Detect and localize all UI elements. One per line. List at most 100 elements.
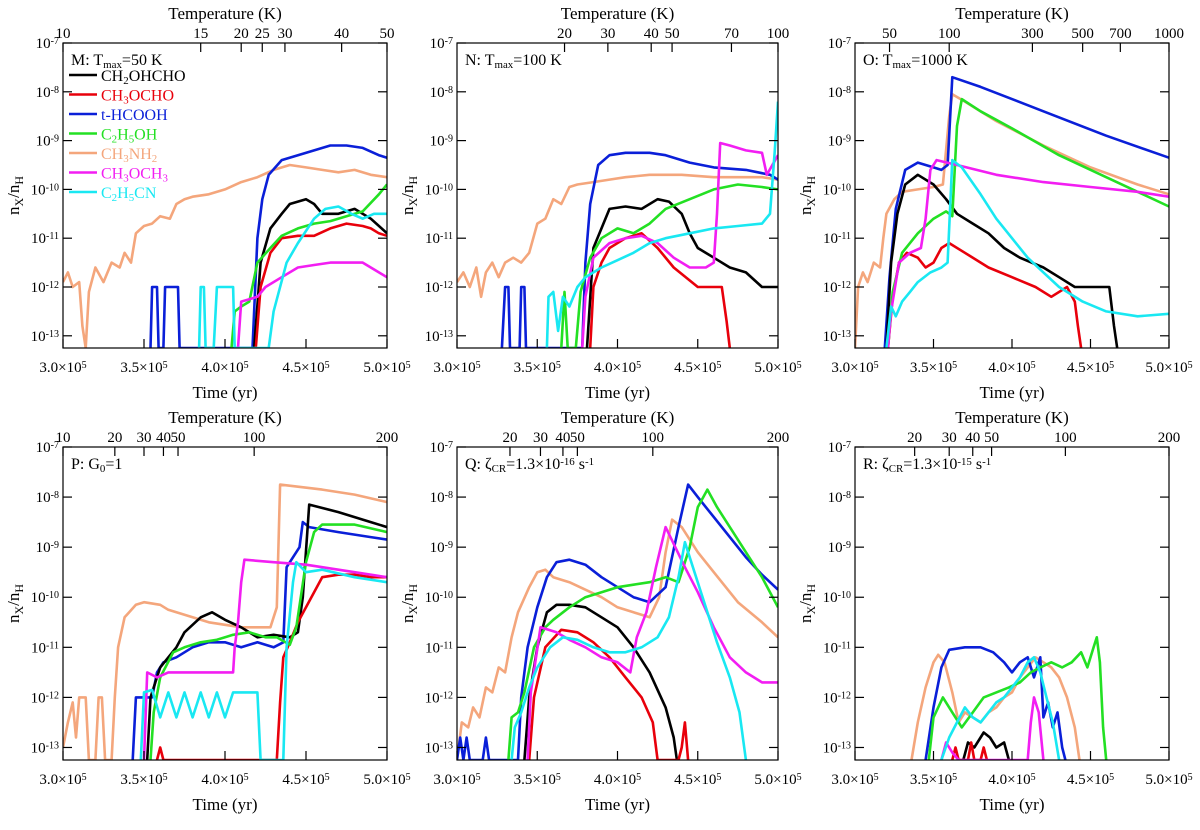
temp-tick-label: 10 [56, 430, 71, 446]
time-axis-title: Time (yr) [585, 795, 650, 814]
abundance-axis-title: nX/nH [398, 584, 420, 623]
legend-entry-part: 3 [123, 95, 129, 107]
panel-label-part: -1 [982, 456, 991, 468]
panel-label-part: N: T [465, 52, 495, 69]
legend-entry: CH3OCHO [101, 88, 174, 107]
panel-n: 3.0×105 3.5×105 4.0×105 4.5×105 5.0×105 10-13… [398, 4, 802, 402]
time-axis-title: Time (yr) [192, 795, 257, 814]
x-tick-label: 3.5×105 [120, 772, 167, 788]
panel-label-part: =1 [105, 456, 122, 473]
panel-label-part: =100 K [513, 52, 562, 69]
legend-entry-part: CH [101, 166, 124, 183]
panel-q: 3.0×105 3.5×105 4.0×105 4.5×105 5.0×105 10-13… [398, 408, 802, 814]
x-tick-label: 3.0×105 [39, 772, 86, 788]
temperature-axis-title: Temperature (K) [561, 4, 675, 23]
panel-label: Q: ζCR=1.3×10-16 s-1 [465, 456, 594, 476]
x-tick-label: 3.5×105 [910, 772, 957, 788]
y-tick-label: 10-11 [823, 231, 851, 247]
legend-entry: t-HCOOH [101, 107, 168, 124]
panel-label-part: =50 K [122, 52, 163, 69]
x-tick-label: 4.5×105 [282, 772, 329, 788]
series-ch3och3 [142, 558, 387, 760]
legend-entry-part: 3 [162, 173, 168, 185]
temp-tick-label: 300 [1021, 26, 1044, 42]
series-ch3ocho [155, 573, 387, 760]
series-ch3och3 [940, 696, 1045, 760]
temp-tick-label: 30 [600, 26, 615, 42]
panel-label: M: Tmax=50 K [71, 52, 163, 71]
x-tick-label: 3.0×105 [433, 772, 480, 788]
series-ch2ohcho [145, 503, 387, 760]
panel-label-part: -1 [585, 456, 594, 468]
x-tick-label: 5.0×105 [754, 772, 801, 788]
legend-entry: CH3NH2 [101, 146, 157, 165]
abundance-axis-title: nX/nH [398, 176, 420, 215]
series-group [63, 483, 387, 760]
panel-label-part: Q: [465, 456, 485, 473]
temp-tick-label: 100 [243, 430, 266, 446]
legend: CH2OHCHOCH3OCHOt-HCOOHC2H5OHCH3NH2CH3OCH… [69, 68, 186, 204]
temperature-axis-title: Temperature (K) [955, 4, 1069, 23]
panel-label-part: -15 [957, 456, 972, 468]
panel-label: P: G0=1 [71, 456, 122, 475]
temperature-axis-title: Temperature (K) [561, 408, 675, 427]
temp-tick-label: 20 [107, 430, 122, 446]
y-tick-label: 10-10 [823, 182, 851, 198]
series-ch2ohcho [252, 197, 387, 348]
x-tick-label: 3.5×105 [910, 360, 957, 376]
series-ch3nh2 [457, 173, 778, 299]
series-group [457, 483, 778, 760]
x-tick-label: 3.0×105 [433, 360, 480, 376]
x-tick-label: 3.5×105 [514, 772, 561, 788]
series-group [910, 636, 1108, 760]
panel-m: 3.0×105 3.5×105 4.0×105 4.5×105 5.0×105 10-13… [4, 4, 411, 402]
y-tick-label: 10-12 [425, 690, 453, 706]
legend-entry-part: OH [134, 127, 158, 144]
panel-label-part: max [892, 59, 911, 71]
abundance-axis-title: nX/nH [4, 176, 26, 215]
y-tick-label: 10-8 [430, 490, 453, 506]
temp-tick-label: 50 [570, 430, 585, 446]
y-tick-label: 10-9 [36, 134, 59, 150]
panel-label-part: max [103, 59, 122, 71]
y-tick-label: 10-8 [430, 85, 453, 101]
y-tick-label: 10-12 [823, 690, 851, 706]
panel-label-part: =1000 K [911, 52, 968, 69]
series-c2h5oh [886, 97, 1169, 348]
panel-label-part: s [972, 456, 982, 473]
legend-entry-part: C [101, 127, 112, 144]
y-tick-label: 10-13 [425, 740, 453, 756]
x-tick-label: 4.0×105 [594, 772, 641, 788]
panel-label-part: 0 [100, 463, 106, 475]
series-c2h5oh [507, 488, 778, 760]
temp-tick-label: 50 [171, 430, 186, 446]
panel-label: R: ζCR=1.3×10-15 s-1 [863, 456, 991, 476]
y-tick-label: 10-13 [823, 740, 851, 756]
panel-p: 3.0×105 3.5×105 4.0×105 4.5×105 5.0×105 10-13… [4, 408, 411, 814]
series-ch3ocho [527, 628, 690, 760]
series-c2h5cn [139, 560, 387, 760]
x-tick-label: 5.0×105 [363, 360, 410, 376]
x-tick-label: 3.0×105 [39, 360, 86, 376]
x-tick-label: 3.0×105 [831, 772, 878, 788]
y-tick-label: 10-7 [430, 440, 453, 456]
temp-tick-label: 20 [907, 430, 922, 446]
time-axis-title: Time (yr) [192, 383, 257, 402]
x-tick-label: 4.5×105 [282, 360, 329, 376]
series-c2h5cn [940, 656, 1061, 760]
legend-entry-part: OHCHO [129, 68, 186, 85]
abundance-axis-title: nX/nH [4, 584, 26, 623]
x-tick-label: 4.0×105 [988, 772, 1035, 788]
legend-entry-part: CH [101, 146, 124, 163]
series-ch3nh2 [910, 653, 1081, 760]
x-tick-label: 3.0×105 [831, 360, 878, 376]
legend-entry-part: CH [101, 88, 124, 105]
panel-label-part: max [494, 59, 513, 71]
panel-label-part: =1.3×10 [506, 456, 560, 473]
x-tick-label: 5.0×105 [754, 360, 801, 376]
legend-entry-part: 3 [123, 173, 129, 185]
temp-tick-label: 1000 [1154, 26, 1184, 42]
temperature-axis-title: Temperature (K) [168, 4, 282, 23]
legend-entry-part: CH [101, 68, 124, 85]
legend-entry-part: H [117, 127, 129, 144]
